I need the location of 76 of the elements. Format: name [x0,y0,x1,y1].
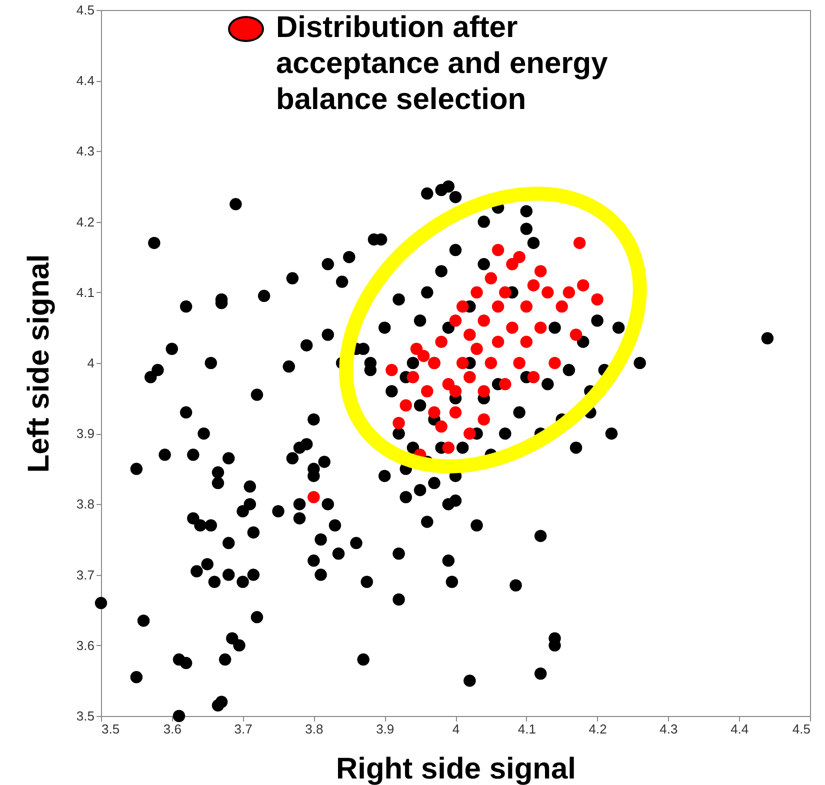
point [464,427,476,440]
point [449,406,462,419]
point [548,356,561,370]
x-tick-label: 3.8 [305,722,324,736]
point [456,356,469,370]
x-axis-title: Right side signal [336,752,576,785]
point [435,420,448,433]
point [570,328,582,341]
point [417,350,430,362]
point [400,399,412,412]
point [449,314,462,327]
x-tick-label: 4 [452,722,460,736]
x-tick-label: 3.5 [102,722,120,736]
x-tick-label: 4.4 [730,722,749,736]
point [470,342,483,355]
point [520,336,533,348]
y-tick-label: 4.3 [76,144,94,159]
x-tick-label: 4.3 [660,722,678,736]
point [492,244,504,256]
point [410,342,423,355]
point [435,336,448,348]
y-tick-label: 3.8 [76,496,94,512]
point [456,300,469,313]
x-tick-label: 4.2 [588,722,607,736]
point [492,300,504,313]
point [492,336,504,348]
y-axis-title: Left side signal [22,254,56,473]
point [478,413,490,426]
point [308,491,320,504]
x-tick-label: 4.5 [792,722,810,736]
point [464,371,476,384]
point [428,406,440,419]
y-tick-label: 3.5 [76,708,94,724]
point [386,364,398,376]
point [421,385,434,398]
y-tick-label: 3.6 [76,638,94,653]
point [513,356,526,370]
point [478,314,490,327]
y-tick-label: 3.7 [76,567,94,582]
y-tick-label: 4.5 [76,2,94,18]
point [464,328,476,341]
y-tick-label: 4.1 [76,284,94,300]
point [442,442,455,454]
point [534,265,547,278]
point [449,385,462,398]
legend-label: Distribution after acceptance and energy balance selection [276,10,609,118]
x-tick-label: 3.9 [376,722,394,736]
point [527,371,540,384]
point [513,250,526,264]
point [392,416,405,430]
point [556,300,568,313]
point [520,300,533,313]
y-tick-label: 4.4 [76,73,94,88]
point [591,293,604,306]
point [499,286,512,299]
point [442,378,455,390]
point [534,322,547,334]
y-tick-label: 4.2 [76,214,94,230]
point [484,272,498,284]
y-tick-label: 3.9 [76,426,94,442]
x-tick-label: 3.6 [163,722,182,736]
point [506,322,518,334]
x-tick-label: 4.1 [518,722,536,736]
point [478,385,490,398]
point [406,371,420,384]
point [499,378,512,390]
point [470,286,483,299]
point [527,279,540,292]
y-tick-label: 4 [87,356,94,370]
x-tick-label: 3.7 [234,722,252,736]
point [484,356,498,370]
point [573,236,586,250]
point [542,286,554,299]
point [576,279,590,292]
point [562,286,576,299]
point [506,258,518,270]
